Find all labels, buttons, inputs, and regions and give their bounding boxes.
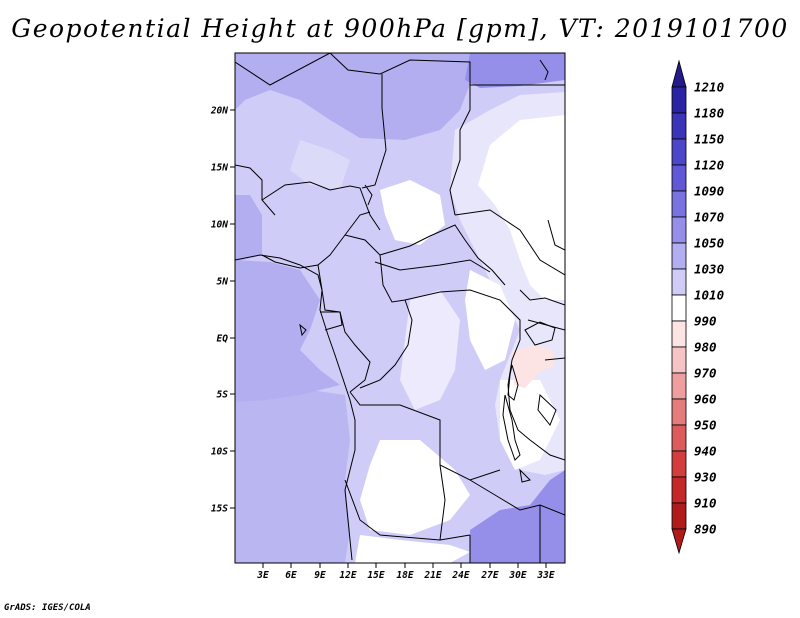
colorbar-label: 1030 — [694, 262, 724, 277]
colorbar-swatch — [671, 86, 687, 114]
colorbar-swatch — [671, 372, 687, 400]
colorbar-swatch — [671, 450, 687, 478]
svg-text:EQ: EQ — [217, 334, 229, 345]
grads-credit: GrADS: IGES/COLA — [4, 603, 91, 613]
colorbar-label: 1150 — [694, 132, 724, 147]
map-title: Geopotential Height at 900hPa [gpm], VT:… — [11, 14, 789, 43]
colorbar-swatch — [671, 268, 687, 296]
lon-tick: 9E — [314, 563, 326, 581]
latitude-axis: 20N 15N 10N 5N EQ 5S 10S 15S — [210, 106, 235, 515]
svg-text:12E: 12E — [339, 570, 356, 581]
svg-text:33E: 33E — [536, 570, 554, 581]
lat-tick: 15N — [211, 163, 235, 174]
colorbar-label: 1090 — [694, 184, 724, 199]
svg-text:9E: 9E — [314, 570, 326, 581]
svg-text:24E: 24E — [451, 570, 469, 581]
svg-text:5N: 5N — [217, 277, 229, 288]
lon-tick: 30E — [508, 563, 527, 581]
svg-text:10N: 10N — [211, 220, 228, 231]
colorbar-swatch — [671, 476, 687, 504]
colorbar-label: 980 — [694, 340, 717, 355]
colorbar-swatch — [671, 242, 687, 270]
svg-text:15S: 15S — [211, 504, 228, 515]
colorbar-arrow-bottom — [671, 528, 687, 555]
colorbar-label: 890 — [694, 522, 717, 537]
colorbar-swatch — [671, 164, 687, 192]
svg-text:5S: 5S — [217, 390, 229, 401]
svg-text:15N: 15N — [211, 163, 228, 174]
lat-tick: 10S — [211, 447, 235, 458]
svg-text:18E: 18E — [396, 570, 413, 581]
map-frame — [234, 52, 566, 564]
lon-tick: 12E — [339, 563, 357, 581]
colorbar-label: 930 — [694, 470, 717, 485]
colorbar-swatch — [671, 346, 687, 374]
svg-text:27E: 27E — [480, 570, 498, 581]
lat-tick: EQ — [217, 334, 235, 345]
longitude-axis: 3E 6E 9E 12E 15E 18E 21E 24E 27E 30E 33E — [256, 563, 555, 581]
colorbar-swatch — [671, 138, 687, 166]
colorbar-swatch — [671, 502, 687, 530]
lat-tick: 5S — [217, 390, 235, 401]
colorbar-label: 1180 — [694, 106, 724, 121]
lon-tick: 24E — [451, 563, 470, 581]
colorbar-swatch — [671, 190, 687, 218]
colorbar-swatch — [671, 424, 687, 452]
colorbar-label: 940 — [694, 444, 717, 459]
colorbar-label: 960 — [694, 392, 717, 407]
lon-tick: 15E — [367, 563, 385, 581]
lon-tick: 3E — [256, 563, 269, 581]
colorbar-swatch — [671, 294, 687, 322]
svg-text:10S: 10S — [211, 447, 228, 458]
colorbar-label: 1010 — [694, 288, 724, 303]
colorbar-label: 910 — [694, 496, 717, 511]
country-borders — [235, 53, 565, 563]
colorbar-label: 990 — [694, 314, 717, 329]
colorbar-label: 1070 — [694, 210, 724, 225]
colorbar-swatch — [671, 398, 687, 426]
svg-text:21E: 21E — [423, 570, 441, 581]
colorbar-swatch — [671, 216, 687, 244]
lat-tick: 10N — [211, 220, 235, 231]
lon-tick: 27E — [480, 563, 499, 581]
lat-tick: 20N — [210, 106, 235, 117]
colorbar-label: 1210 — [694, 80, 724, 95]
svg-text:30E: 30E — [508, 570, 526, 581]
svg-text:6E: 6E — [285, 570, 297, 581]
svg-text:20N: 20N — [210, 106, 228, 117]
map-panel — [234, 52, 566, 564]
lat-tick: 15S — [211, 504, 235, 515]
colorbar-swatch — [671, 320, 687, 348]
lon-tick: 21E — [423, 563, 442, 581]
lon-tick: 6E — [285, 563, 297, 581]
svg-text:3E: 3E — [256, 570, 269, 581]
lon-tick: 18E — [396, 563, 414, 581]
lat-tick: 5N — [217, 277, 235, 288]
svg-text:15E: 15E — [367, 570, 384, 581]
height-field — [235, 53, 565, 563]
lon-tick: 33E — [536, 563, 555, 581]
colorbar-label: 1120 — [694, 158, 724, 173]
colorbar-label: 950 — [694, 418, 717, 433]
colorbar-label: 970 — [694, 366, 717, 381]
colorbar: 1210 1180 1150 1120 1090 1070 1050 1030 1010 990 9… — [671, 59, 724, 555]
colorbar-swatch — [671, 112, 687, 140]
colorbar-label: 1050 — [694, 236, 724, 251]
colorbar-arrow-top — [671, 59, 687, 88]
